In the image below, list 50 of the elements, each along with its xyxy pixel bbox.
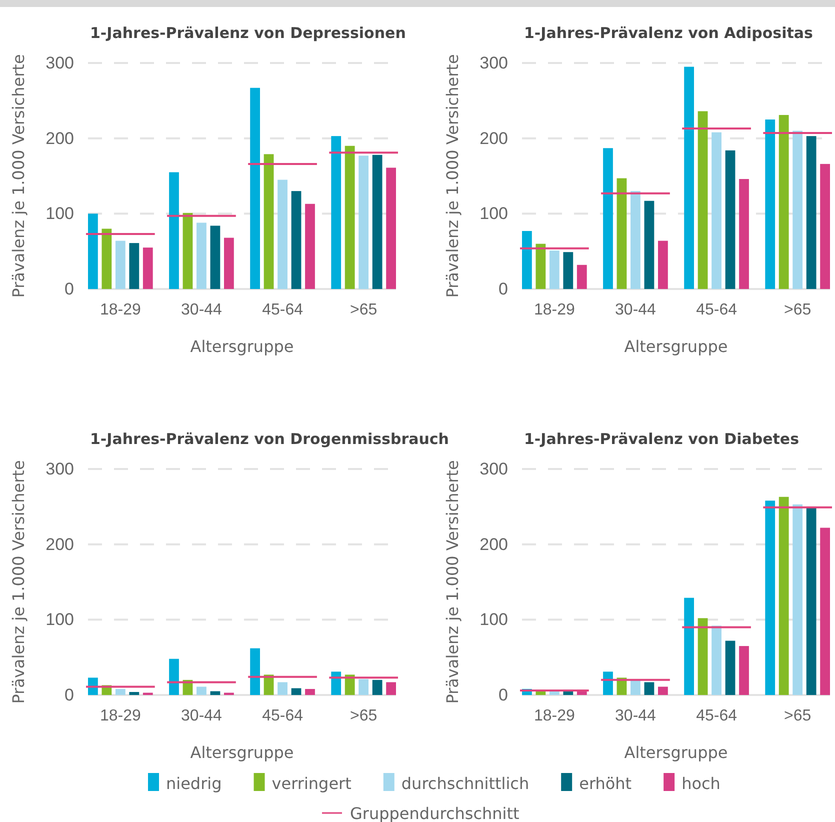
x-tick-label: 30-44 bbox=[181, 707, 222, 724]
x-tick-label: 18-29 bbox=[100, 301, 141, 318]
y-tick-label: 300 bbox=[46, 459, 74, 478]
chart-title: 1-Jahres-Prävalenz von Diabetes bbox=[524, 430, 800, 448]
y-tick-label: 100 bbox=[480, 610, 508, 630]
chart-title: 1-Jahres-Prävalenz von Depressionen bbox=[90, 24, 406, 42]
y-tick-label: 200 bbox=[46, 128, 74, 148]
y-tick-label: 300 bbox=[480, 53, 508, 72]
legend-label: verringert bbox=[272, 774, 352, 793]
x-axis-title: Altersgruppe bbox=[624, 337, 728, 356]
x-tick-label: 18-29 bbox=[534, 301, 575, 318]
y-axis-title: Prävalenz je 1.000 Versicherte bbox=[9, 54, 28, 298]
x-tick-label: 30-44 bbox=[615, 301, 656, 318]
x-tick-label: >65 bbox=[350, 707, 378, 724]
x-axis-title: Altersgruppe bbox=[624, 743, 728, 762]
y-tick-label: 200 bbox=[480, 534, 508, 554]
y-tick-label: 0 bbox=[498, 685, 508, 704]
y-axis-title: Prävalenz je 1.000 Versicherte bbox=[443, 460, 462, 704]
x-tick-label: 45-64 bbox=[262, 707, 304, 724]
y-tick-label: 0 bbox=[498, 279, 508, 298]
x-tick-label: 45-64 bbox=[262, 301, 304, 318]
legend-label: Gruppendurchschnitt bbox=[350, 804, 520, 822]
y-tick-label: 100 bbox=[46, 610, 74, 630]
chart-title: 1-Jahres-Prävalenz von Drogenmissbrauch bbox=[90, 430, 449, 448]
x-tick-label: 18-29 bbox=[534, 707, 575, 724]
x-tick-label: 18-29 bbox=[100, 707, 141, 724]
x-tick-label: 45-64 bbox=[696, 707, 738, 724]
y-axis-title: Prävalenz je 1.000 Versicherte bbox=[443, 54, 462, 298]
x-tick-label: >65 bbox=[784, 707, 812, 724]
legend-label: erhöht bbox=[579, 774, 632, 793]
legend-label: durchschnittlich bbox=[401, 774, 530, 793]
legend-label: hoch bbox=[682, 774, 720, 793]
x-tick-label: >65 bbox=[350, 301, 378, 318]
legend-label: niedrig bbox=[166, 774, 222, 793]
y-tick-label: 200 bbox=[480, 128, 508, 148]
y-tick-label: 100 bbox=[46, 204, 74, 224]
x-tick-label: 45-64 bbox=[696, 301, 738, 318]
x-axis-title: Altersgruppe bbox=[190, 337, 294, 356]
x-tick-label: >65 bbox=[784, 301, 812, 318]
x-axis-title: Altersgruppe bbox=[190, 743, 294, 762]
y-tick-label: 0 bbox=[64, 279, 74, 298]
y-tick-label: 200 bbox=[46, 534, 74, 554]
x-tick-label: 30-44 bbox=[181, 301, 222, 318]
y-tick-label: 0 bbox=[64, 685, 74, 704]
y-tick-label: 300 bbox=[480, 459, 508, 478]
y-tick-label: 300 bbox=[46, 53, 74, 72]
chart-title: 1-Jahres-Prävalenz von Adipositas bbox=[524, 24, 814, 42]
y-axis-title: Prävalenz je 1.000 Versicherte bbox=[9, 460, 28, 704]
y-tick-label: 100 bbox=[480, 204, 508, 224]
x-tick-label: 30-44 bbox=[615, 707, 656, 724]
